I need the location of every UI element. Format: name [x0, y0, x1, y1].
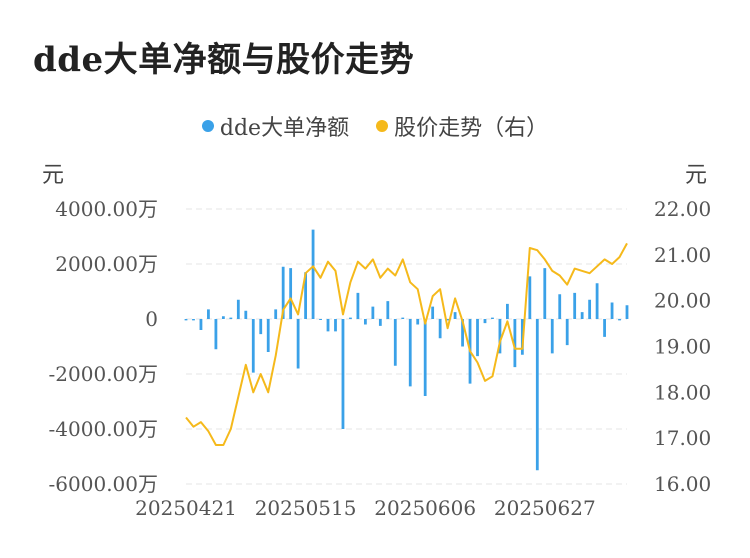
chart-title: dde大单净额与股价走势: [33, 40, 415, 80]
bar: [513, 319, 517, 368]
bar: [274, 309, 278, 319]
bar: [296, 319, 300, 369]
bar: [453, 312, 457, 319]
y-right-tick-label: 21.00: [654, 243, 711, 267]
bar: [311, 229, 315, 319]
y-right-tick-label: 18.00: [654, 380, 711, 404]
bar: [438, 319, 442, 339]
y-left-tick-label: 0: [145, 307, 158, 331]
legend-label-price: 股价走势（右）: [394, 116, 549, 141]
bar: [535, 319, 539, 471]
y-right-tick-label: 17.00: [654, 426, 711, 450]
bar: [192, 319, 195, 321]
x-tick-label: 20250627: [494, 496, 596, 520]
legend-label-dde: dde大单净额: [219, 116, 350, 141]
legend-item-price[interactable]: 股价走势（右）: [376, 110, 548, 142]
legend-marker-dde: [201, 120, 214, 132]
bar: [281, 266, 285, 319]
y-right-tick-label: 20.00: [654, 289, 711, 313]
y-left-tick-label: 2000.00万: [55, 252, 158, 276]
x-tick-label: 20250515: [255, 496, 357, 520]
bar: [207, 309, 210, 319]
bar: [251, 319, 255, 373]
bar: [244, 310, 248, 319]
bar: [603, 319, 606, 337]
bar: [588, 299, 592, 319]
bar: [446, 319, 450, 321]
right-axis-unit: 元: [685, 163, 708, 188]
bar: [229, 317, 233, 319]
bar: [423, 319, 427, 396]
bar: [498, 319, 502, 354]
bar: [416, 319, 420, 325]
x-tick-label: 20250421: [135, 496, 237, 520]
bar: [408, 319, 412, 387]
legend-item-dde[interactable]: dde大单净额: [201, 110, 350, 142]
bar: [199, 319, 203, 330]
price-line: [185, 242, 628, 446]
bar: [506, 303, 509, 319]
bar: [349, 317, 352, 319]
bar: [580, 312, 584, 319]
y-right-tick-label: 22.00: [654, 197, 711, 221]
bar: [266, 319, 270, 352]
bar: [565, 319, 569, 346]
bar: [386, 301, 390, 319]
bar: [214, 319, 218, 350]
y-left-tick-label: -4000.00万: [49, 417, 158, 441]
bar: [259, 319, 263, 335]
bar: [378, 319, 382, 326]
bar: [184, 319, 188, 321]
bar: [431, 306, 435, 319]
y-left-tick-label: -6000.00万: [49, 472, 158, 496]
y-left-tick-label: -2000.00万: [49, 362, 158, 386]
bar: [393, 319, 397, 366]
left-axis-unit: 元: [42, 163, 65, 188]
bar: [550, 319, 554, 354]
bar: [543, 268, 547, 319]
bar: [610, 302, 614, 319]
bar: [491, 317, 494, 319]
bar: [334, 319, 337, 332]
bar: [558, 294, 562, 319]
bar: [236, 299, 240, 319]
bar: [356, 292, 360, 319]
bar: [326, 319, 330, 332]
bar: [476, 319, 479, 357]
bar: [461, 319, 464, 347]
bar: [289, 268, 293, 319]
x-tick-label: 20250606: [374, 496, 476, 520]
legend-marker-price: [376, 120, 389, 132]
legend: dde大单净额 股价走势（右）: [0, 110, 750, 142]
bar: [371, 306, 375, 319]
bar: [401, 317, 405, 319]
bar: [625, 305, 629, 319]
y-right-tick-label: 16.00: [654, 472, 711, 496]
bar: [573, 292, 577, 319]
bar: [341, 319, 345, 429]
bar: [595, 283, 599, 319]
bar: [528, 276, 532, 319]
bar: [363, 319, 367, 325]
bar: [319, 319, 322, 320]
y-left-tick-label: 4000.00万: [55, 197, 158, 221]
bar: [221, 316, 225, 319]
bar: [618, 319, 621, 321]
bar: [304, 272, 307, 319]
bar: [483, 319, 487, 324]
y-right-tick-label: 19.00: [654, 335, 711, 359]
